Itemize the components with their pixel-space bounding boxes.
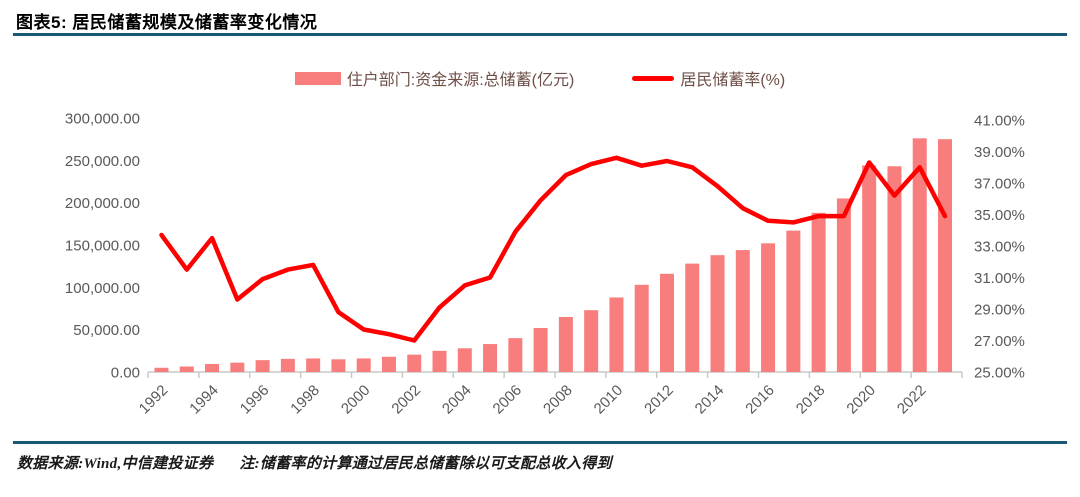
bar-2007 xyxy=(533,327,548,372)
header-rule xyxy=(13,33,1067,36)
bar-2010 xyxy=(609,297,624,372)
legend-label-total-savings: 住户部门:资金来源:总储蓄(亿元) xyxy=(346,72,575,89)
left-axis-tick-label: 300,000.00 xyxy=(65,111,140,128)
bar-2001 xyxy=(381,356,396,372)
legend-label-savings-rate: 居民储蓄率(%) xyxy=(680,72,786,89)
x-axis-year-label: 2016 xyxy=(742,382,778,418)
bar-2018 xyxy=(811,212,826,372)
bar-1993 xyxy=(179,366,194,372)
left-axis-tick-label: 200,000.00 xyxy=(65,195,140,212)
x-axis-year-label: 2020 xyxy=(843,382,879,418)
right-axis-tick-label: 41.00% xyxy=(974,113,1025,130)
right-axis-tick-label: 29.00% xyxy=(974,302,1025,319)
bar-2003 xyxy=(432,350,447,372)
right-axis-tick-label: 39.00% xyxy=(974,144,1025,161)
left-axis-tick-label: 100,000.00 xyxy=(65,280,140,297)
bar-2000 xyxy=(356,358,371,372)
left-axis-tick-label: 50,000.00 xyxy=(73,322,140,339)
bar-1994 xyxy=(205,363,220,372)
bar-2004 xyxy=(457,348,472,372)
bar-2011 xyxy=(634,284,649,372)
bar-2021 xyxy=(887,166,902,372)
x-axis-year-label: 1998 xyxy=(287,382,323,418)
bar-2016 xyxy=(761,243,776,372)
bar-1995 xyxy=(230,362,245,372)
bar-2015 xyxy=(735,250,750,372)
x-axis-year-label: 2014 xyxy=(692,382,728,418)
bar-1996 xyxy=(255,360,270,372)
right-axis-tick-label: 37.00% xyxy=(974,176,1025,193)
savings-rate-line xyxy=(159,155,948,343)
x-axis-year-label: 2010 xyxy=(591,382,627,418)
bar-2014 xyxy=(710,255,725,372)
bar-2009 xyxy=(584,310,599,372)
footer-rule xyxy=(13,441,1067,444)
x-axis-year-label: 2018 xyxy=(793,382,829,418)
x-axis-year-label: 2022 xyxy=(894,382,930,418)
right-axis-tick-label: 27.00% xyxy=(974,333,1025,350)
left-axis-tick-label: 150,000.00 xyxy=(65,238,140,255)
bar-2020 xyxy=(862,165,877,372)
bar-2019 xyxy=(836,198,851,372)
x-axis-year-label: 2000 xyxy=(338,382,374,418)
x-axis-year-label: 1994 xyxy=(186,382,222,418)
calculation-note-text: 注:储蓄率的计算通过居民总储蓄除以可支配总收入得到 xyxy=(239,456,612,472)
bar-2008 xyxy=(558,316,573,372)
bar-2023 xyxy=(938,139,952,372)
legend-item-savings-rate: 居民储蓄率(%) xyxy=(632,66,785,90)
footer-note: 数据来源:Wind,中信建投证券 注:储蓄率的计算通过居民总储蓄除以可支配总收入得… xyxy=(17,452,612,473)
right-axis-tick-label: 33.00% xyxy=(974,239,1025,256)
bar-1999 xyxy=(331,359,346,372)
bar-series-swatch-icon xyxy=(294,71,341,85)
x-axis-year-label: 2004 xyxy=(439,382,475,418)
bar-2006 xyxy=(508,338,523,372)
chart-legend: 住户部门:资金来源:总储蓄(亿元) 居民储蓄率(%) xyxy=(0,66,1080,90)
bar-2022 xyxy=(912,138,927,372)
bar-2002 xyxy=(407,354,422,372)
x-axis-year-label: 2012 xyxy=(641,382,677,418)
page-title: 图表5: 居民储蓄规模及储蓄率变化情况 xyxy=(16,13,318,32)
x-axis-year-label: 2008 xyxy=(540,382,576,418)
bar-1998 xyxy=(306,358,321,372)
data-source-text: 数据来源:Wind,中信建投证券 xyxy=(17,456,214,472)
bar-2012 xyxy=(659,273,674,372)
bar-1992 xyxy=(154,367,169,372)
bar-2017 xyxy=(786,230,801,372)
x-axis-year-label: 2002 xyxy=(388,382,424,418)
right-axis-tick-label: 35.00% xyxy=(974,207,1025,224)
x-axis-year-label: 1996 xyxy=(237,382,273,418)
left-axis-tick-label: 0.00 xyxy=(111,365,140,382)
right-axis-tick-label: 25.00% xyxy=(974,365,1025,382)
x-axis-year-label: 1992 xyxy=(136,382,172,418)
x-axis-year-label: 2006 xyxy=(490,382,526,418)
line-series-swatch-icon xyxy=(632,75,675,81)
right-axis-tick-label: 31.00% xyxy=(974,270,1025,287)
legend-item-total-savings: 住户部门:资金来源:总储蓄(亿元) xyxy=(294,66,575,90)
bar-1997 xyxy=(280,358,295,372)
left-axis-tick-label: 250,000.00 xyxy=(65,153,140,170)
bar-2013 xyxy=(685,263,700,372)
bar-2005 xyxy=(483,344,498,372)
